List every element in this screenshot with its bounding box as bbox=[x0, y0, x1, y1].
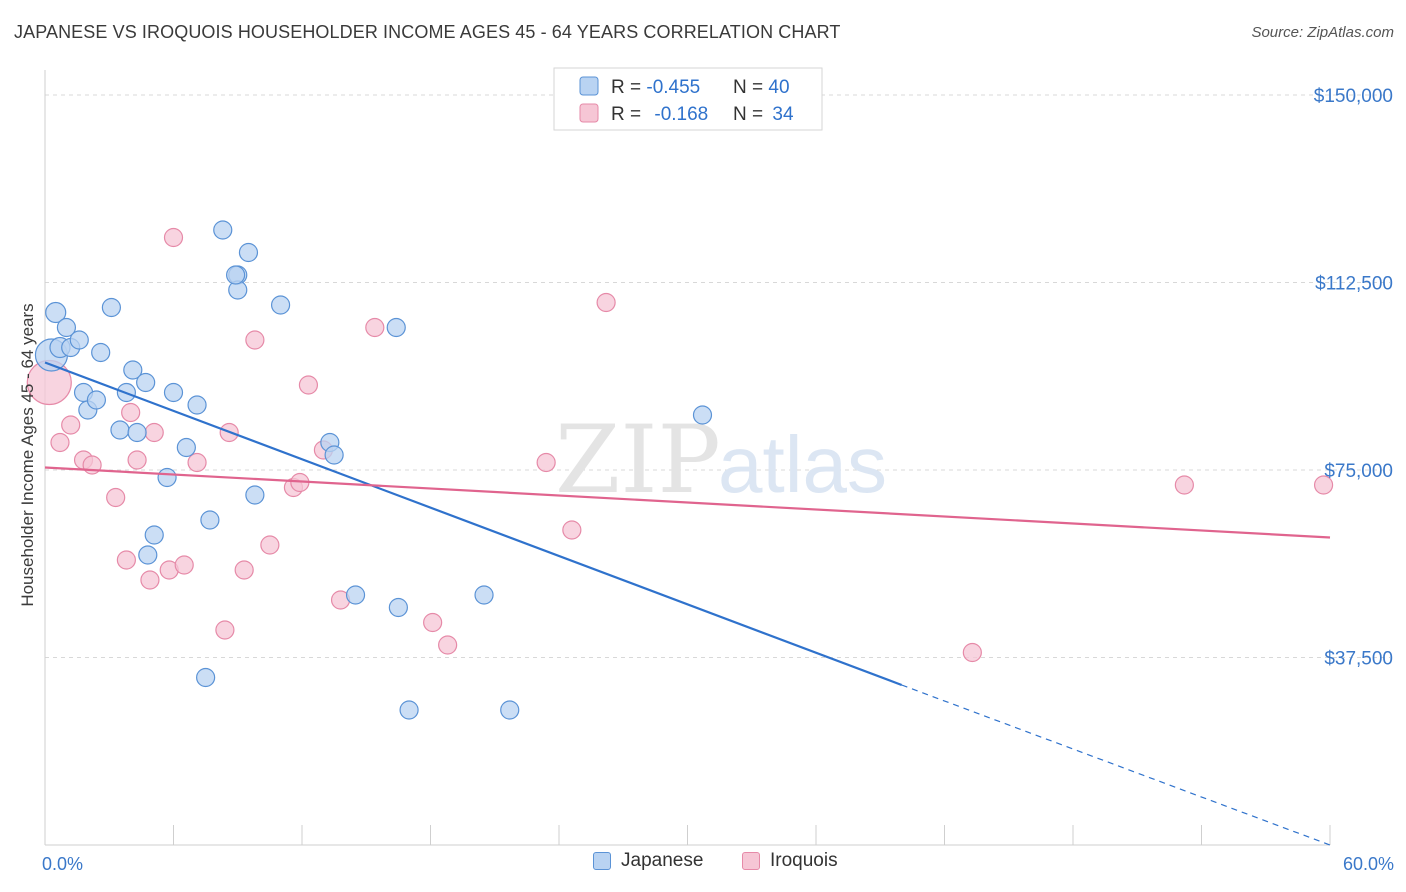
legend-n-label: N = bbox=[733, 104, 768, 125]
trend-line-japanese bbox=[44, 361, 903, 687]
point-iroquois-18 bbox=[245, 330, 265, 350]
legend-top: R = -0.455 N = 40 R = -0.168 N = 34 bbox=[553, 67, 823, 131]
svg-text:R = -0.168: R = -0.168 bbox=[611, 104, 708, 125]
x-tick-label-0: 0.0% bbox=[42, 854, 83, 874]
trend-lines bbox=[44, 361, 1331, 846]
point-japanese-23 bbox=[200, 510, 220, 530]
source-label: Source: ZipAtlas.com bbox=[1251, 24, 1394, 41]
svg-text:N = 34: N = 34 bbox=[733, 104, 794, 125]
point-iroquois-14 bbox=[187, 452, 207, 473]
legend-bottom: Japanese Iroquois bbox=[0, 850, 1406, 880]
point-iroquois-19 bbox=[260, 535, 280, 555]
point-iroquois-2 bbox=[61, 415, 81, 435]
point-iroquois-17 bbox=[234, 560, 254, 580]
point-japanese-37 bbox=[500, 700, 520, 720]
legend-n-value-iroquois: 34 bbox=[772, 104, 794, 125]
y-axis-label: Householder Income Ages 45 - 64 years bbox=[18, 303, 37, 606]
legend-n-value-japanese: 40 bbox=[768, 77, 789, 98]
chart-title: JAPANESE VS IROQUOIS HOUSEHOLDER INCOME … bbox=[14, 22, 841, 42]
watermark-zip: ZIP bbox=[555, 406, 721, 515]
watermark-atlas: atlas bbox=[718, 420, 887, 509]
x-tick-label-1: 60.0% bbox=[1343, 854, 1394, 874]
y-tick-label-1: $75,000 bbox=[1324, 461, 1393, 482]
point-iroquois-10 bbox=[144, 422, 164, 443]
point-iroquois-6 bbox=[116, 550, 136, 570]
point-iroquois-12 bbox=[163, 227, 184, 248]
point-japanese-21 bbox=[187, 395, 207, 415]
point-iroquois-30 bbox=[596, 292, 616, 313]
svg-text:R = -0.455: R = -0.455 bbox=[611, 77, 700, 98]
point-japanese-11 bbox=[110, 420, 130, 440]
legend-r-value-iroquois: -0.168 bbox=[654, 104, 708, 125]
point-japanese-14 bbox=[127, 422, 147, 443]
point-japanese-9 bbox=[91, 342, 111, 363]
point-japanese-19 bbox=[163, 382, 184, 403]
point-iroquois-33 bbox=[1313, 475, 1334, 495]
point-japanese-34 bbox=[388, 597, 408, 618]
point-iroquois-31 bbox=[962, 642, 982, 663]
legend-item-japanese: Japanese bbox=[593, 850, 703, 872]
legend-swatch-iroquois bbox=[742, 852, 760, 870]
legend-swatch-japanese bbox=[593, 852, 611, 870]
point-iroquois-1 bbox=[50, 432, 70, 453]
svg-text:N = 40: N = 40 bbox=[733, 77, 790, 98]
point-japanese-5 bbox=[69, 330, 89, 350]
point-japanese-33 bbox=[386, 317, 406, 338]
point-iroquois-22 bbox=[298, 375, 319, 395]
point-japanese-3 bbox=[56, 317, 77, 338]
y-tick-label-3: $150,000 bbox=[1314, 86, 1393, 107]
point-iroquois-8 bbox=[127, 450, 147, 470]
point-iroquois-15 bbox=[215, 620, 235, 640]
point-japanese-22 bbox=[196, 667, 216, 688]
legend-label-iroquois: Iroquois bbox=[770, 850, 838, 871]
point-japanese-32 bbox=[345, 585, 366, 605]
point-iroquois-28 bbox=[536, 452, 556, 473]
watermark: ZIP atlas bbox=[555, 406, 887, 515]
point-iroquois-25 bbox=[365, 317, 385, 338]
y-tick-labels: $37,500 $75,000 $112,500 $150,000 bbox=[1314, 86, 1393, 670]
point-japanese-10 bbox=[101, 297, 121, 318]
point-japanese-1 bbox=[45, 301, 67, 324]
point-japanese-29 bbox=[270, 295, 291, 315]
point-iroquois-5 bbox=[106, 487, 126, 508]
point-japanese-39 bbox=[226, 265, 246, 285]
point-iroquois-13 bbox=[174, 555, 194, 575]
point-japanese-17 bbox=[144, 525, 164, 545]
point-iroquois-9 bbox=[140, 570, 160, 590]
point-iroquois-26 bbox=[423, 612, 443, 633]
point-japanese-27 bbox=[238, 242, 259, 263]
point-japanese-20 bbox=[176, 437, 196, 458]
point-japanese-36 bbox=[474, 585, 494, 605]
y-tick-label-0: $37,500 bbox=[1324, 649, 1393, 670]
legend-label-japanese: Japanese bbox=[621, 850, 704, 871]
legend-r-label: R = bbox=[611, 104, 646, 125]
point-japanese-38 bbox=[692, 405, 713, 425]
y-tick-label-2: $112,500 bbox=[1315, 274, 1393, 295]
x-tick-labels: 0.0% 60.0% bbox=[42, 854, 1394, 874]
point-japanese-16 bbox=[138, 545, 158, 565]
point-japanese-28 bbox=[245, 485, 265, 505]
legend-swatch-iroquois bbox=[579, 103, 599, 123]
legend-r-label: R = bbox=[611, 77, 646, 98]
point-japanese-13 bbox=[123, 360, 143, 380]
grid-lines bbox=[45, 94, 1390, 658]
trend-line-iroquois bbox=[44, 466, 1331, 539]
point-iroquois-27 bbox=[438, 635, 458, 655]
point-japanese-24 bbox=[213, 220, 233, 240]
point-iroquois-29 bbox=[562, 520, 582, 540]
point-iroquois-32 bbox=[1174, 475, 1194, 495]
legend-swatch-japanese bbox=[579, 76, 599, 96]
point-japanese-8 bbox=[86, 390, 107, 410]
trend-line-japanese-extension bbox=[901, 684, 1331, 846]
point-japanese-18 bbox=[157, 467, 177, 488]
legend-item-iroquois: Iroquois bbox=[742, 850, 838, 872]
legend-r-value-japanese: -0.455 bbox=[646, 77, 700, 98]
point-japanese-15 bbox=[136, 372, 156, 393]
axes bbox=[44, 70, 1331, 846]
point-japanese-31 bbox=[324, 445, 344, 465]
point-japanese-35 bbox=[399, 700, 419, 720]
legend-n-label: N = bbox=[733, 77, 768, 98]
point-iroquois-7 bbox=[121, 402, 141, 423]
